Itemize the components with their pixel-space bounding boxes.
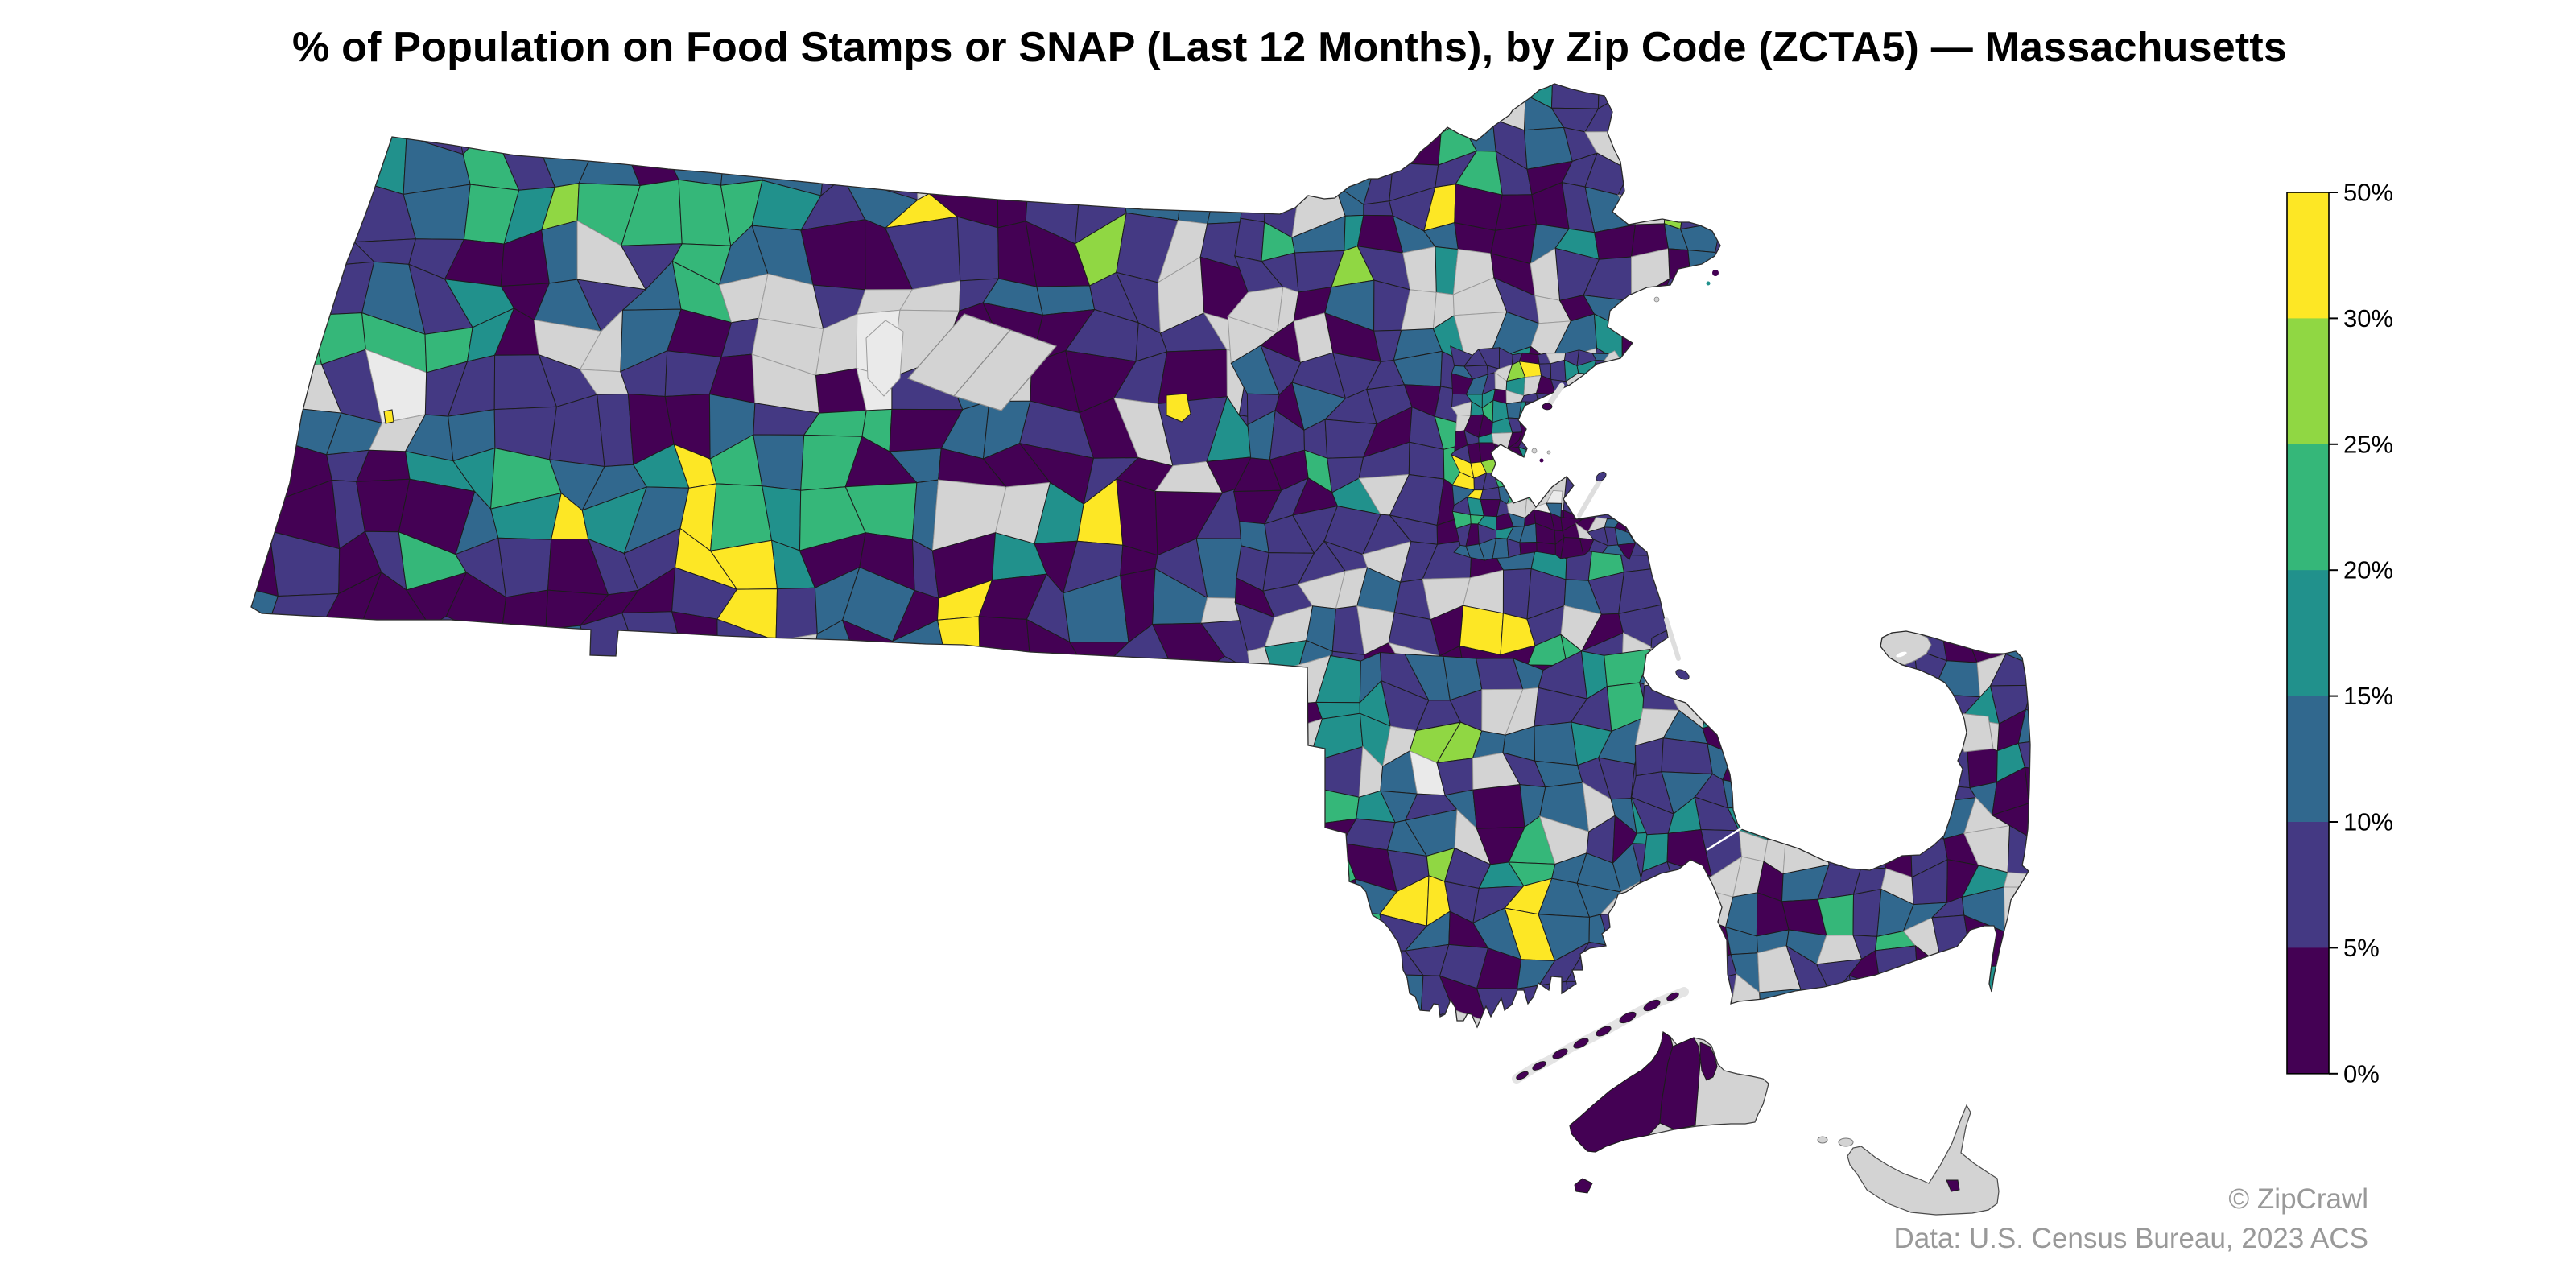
svg-text:© ZipCrawl: © ZipCrawl [2228,1183,2368,1215]
svg-text:20%: 20% [2343,556,2393,584]
svg-text:Data: U.S. Census Bureau, 2023: Data: U.S. Census Bureau, 2023 ACS [1894,1223,2369,1254]
svg-text:25%: 25% [2343,430,2393,458]
svg-text:0%: 0% [2343,1059,2380,1088]
svg-text:30%: 30% [2343,304,2393,332]
svg-text:10%: 10% [2343,808,2393,836]
svg-text:% of Population on Food Stamps: % of Population on Food Stamps or SNAP (… [292,24,2287,71]
svg-text:15%: 15% [2343,682,2393,710]
svg-text:5%: 5% [2343,934,2380,962]
svg-text:50%: 50% [2343,179,2393,207]
